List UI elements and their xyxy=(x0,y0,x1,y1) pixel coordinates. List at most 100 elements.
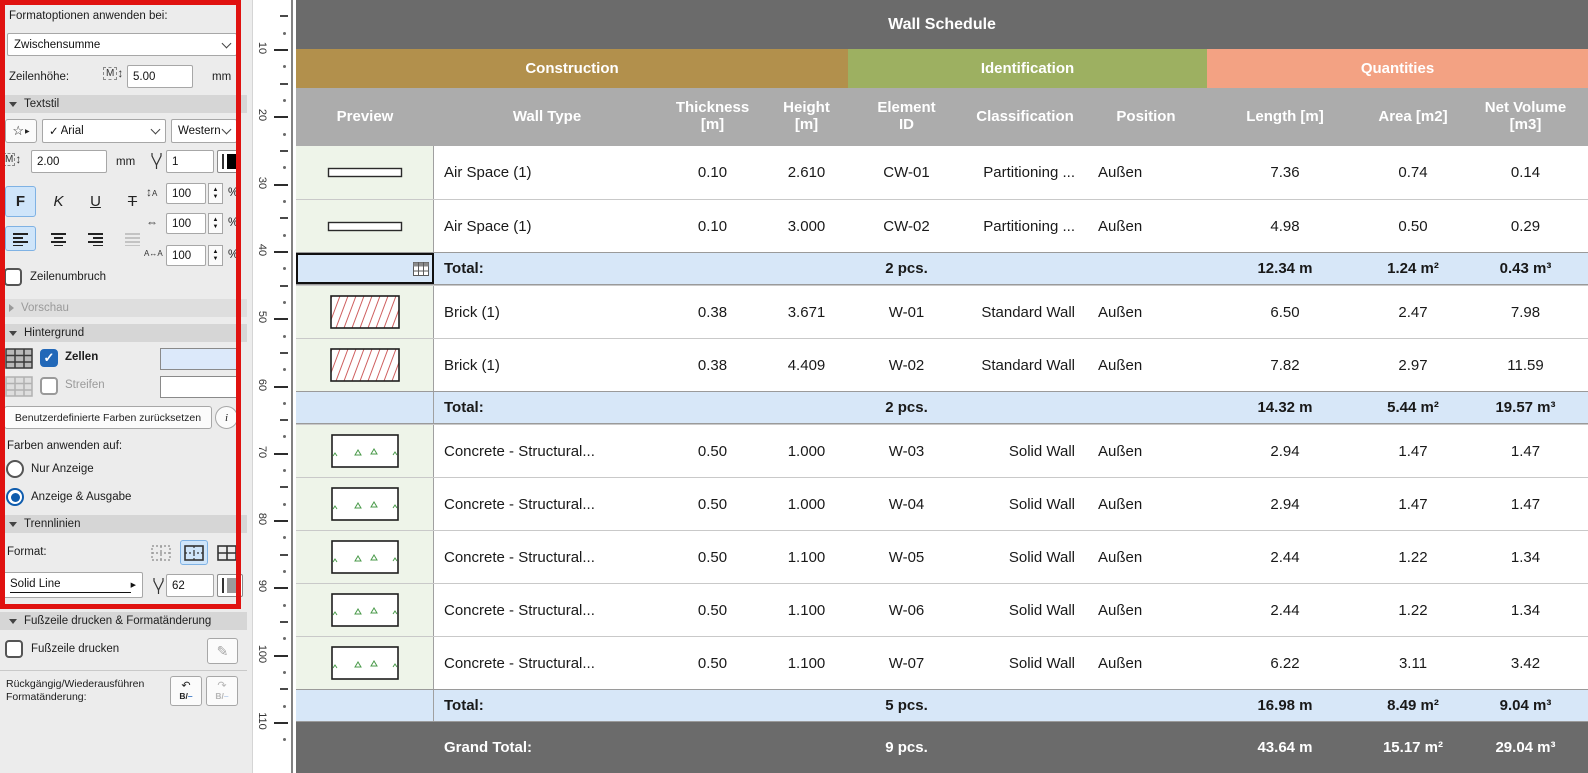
cell-preview[interactable] xyxy=(296,200,434,252)
cell-position[interactable]: Außen xyxy=(1098,601,1143,619)
cell-wall_type[interactable]: Brick (1) xyxy=(444,356,500,374)
column-header-classification[interactable]: Classification xyxy=(965,88,1085,146)
display-only-radio[interactable] xyxy=(6,460,24,478)
cell-volume[interactable]: 9.04 m³ xyxy=(1499,697,1552,714)
cell-volume[interactable]: 0.29 xyxy=(1510,217,1541,235)
cell-height[interactable]: 3.000 xyxy=(787,217,826,235)
align-justify-button[interactable] xyxy=(117,226,148,251)
info-icon[interactable]: i xyxy=(215,406,238,429)
cell-length[interactable]: 14.32 m xyxy=(1257,399,1313,416)
cell-length[interactable]: 2.94 xyxy=(1270,495,1300,513)
cell-wall_type[interactable]: Total: xyxy=(444,697,484,714)
cell-position[interactable]: Außen xyxy=(1098,164,1143,181)
cell-thickness[interactable]: 0.50 xyxy=(697,548,728,566)
cell-wall_type[interactable]: Total: xyxy=(444,260,484,277)
line-spacing-stepper[interactable]: ▲ ▼ xyxy=(208,183,223,204)
text-pen-color-swatch[interactable] xyxy=(217,150,240,173)
cell-height[interactable] xyxy=(765,253,848,284)
cell-preview[interactable] xyxy=(296,339,434,391)
cell-menu-icon[interactable] xyxy=(413,261,429,276)
cell-position[interactable]: Außen xyxy=(1098,495,1143,513)
edit-footer-button[interactable]: ✎ xyxy=(207,638,238,664)
cell-length[interactable]: 43.64 m xyxy=(1257,739,1313,756)
strikethrough-button[interactable]: T xyxy=(117,186,148,217)
cell-thickness[interactable]: 0.10 xyxy=(697,164,728,181)
cell-element_id[interactable]: 9 pcs. xyxy=(885,739,928,756)
column-header-wall-type[interactable]: Wall Type xyxy=(434,88,660,146)
cell-volume[interactable]: 7.98 xyxy=(1510,303,1541,321)
word-wrap-checkbox[interactable] xyxy=(4,268,22,286)
cell-thickness[interactable]: 0.38 xyxy=(697,356,728,374)
cell-position[interactable] xyxy=(1085,392,1207,423)
cell-classification[interactable]: Solid Wall xyxy=(1008,654,1075,672)
selected-cell[interactable] xyxy=(296,253,434,284)
cell-preview[interactable] xyxy=(296,146,434,199)
cell-thickness[interactable]: 0.10 xyxy=(697,217,728,235)
cell-element_id[interactable]: W-04 xyxy=(888,495,925,513)
cell-position[interactable]: Außen xyxy=(1098,217,1143,235)
group-construction[interactable]: Construction xyxy=(296,49,848,88)
cell-element_id[interactable]: W-02 xyxy=(888,356,925,374)
cell-thickness[interactable] xyxy=(660,722,765,773)
cell-volume[interactable]: 3.42 xyxy=(1510,654,1541,672)
cell-length[interactable]: 2.94 xyxy=(1270,442,1300,460)
cell-height[interactable] xyxy=(765,392,848,423)
cell-element_id[interactable]: 2 pcs. xyxy=(885,260,928,277)
cell-preview[interactable] xyxy=(296,531,434,583)
cell-height[interactable] xyxy=(765,722,848,773)
cell-thickness[interactable]: 0.50 xyxy=(697,601,728,619)
column-header-length[interactable]: Length [m] xyxy=(1207,88,1363,146)
cell-wall_type[interactable]: Concrete - Structural... xyxy=(444,495,595,513)
cell-thickness[interactable] xyxy=(660,392,765,423)
cell-element_id[interactable]: W-07 xyxy=(888,654,925,672)
cell-classification[interactable] xyxy=(965,392,1085,423)
apply-format-select[interactable]: Zwischensumme xyxy=(7,33,237,56)
schedule-title-bar[interactable]: Wall Schedule xyxy=(296,0,1588,49)
section-background[interactable]: Hintergrund xyxy=(0,324,247,342)
cell-preview[interactable] xyxy=(296,478,434,530)
column-header-height[interactable]: Height [m] xyxy=(765,88,848,146)
cell-thickness[interactable]: 0.38 xyxy=(697,303,728,321)
cell-position[interactable] xyxy=(1085,690,1207,721)
cell-length[interactable]: 7.82 xyxy=(1270,356,1300,374)
align-left-button[interactable] xyxy=(5,226,36,251)
cell-area[interactable]: 2.47 xyxy=(1398,303,1428,321)
column-header-net-volume[interactable]: Net Volume [m3] xyxy=(1463,88,1588,146)
cell-area[interactable]: 1.47 xyxy=(1398,442,1428,460)
line-spacing-input[interactable] xyxy=(166,183,206,204)
width-factor-stepper[interactable]: ▲ ▼ xyxy=(208,213,223,234)
cell-element_id[interactable]: 2 pcs. xyxy=(885,399,928,416)
cell-thickness[interactable] xyxy=(660,253,765,284)
section-footer[interactable]: Fußzeile drucken & Formatänderung xyxy=(0,612,247,630)
cell-volume[interactable]: 1.34 xyxy=(1510,601,1541,619)
cell-element_id[interactable]: CW-01 xyxy=(883,164,930,181)
favorites-button[interactable]: ☆ ▶ xyxy=(5,119,37,143)
width-factor-input[interactable] xyxy=(166,213,206,234)
column-header-thickness[interactable]: Thickness [m] xyxy=(660,88,765,146)
cell-height[interactable] xyxy=(765,690,848,721)
section-preview[interactable]: Vorschau xyxy=(0,299,247,317)
cell-length[interactable]: 6.22 xyxy=(1270,654,1300,672)
cell-wall_type[interactable]: Grand Total: xyxy=(444,739,533,756)
section-text-style[interactable]: Textstil xyxy=(0,95,247,113)
cell-position[interactable] xyxy=(1085,253,1207,284)
reset-custom-colors-button[interactable]: Benutzerdefinierte Farben zurücksetzen xyxy=(4,406,212,429)
print-footer-checkbox[interactable] xyxy=(5,640,23,658)
cell-height[interactable]: 1.000 xyxy=(787,442,826,460)
cell-length[interactable]: 4.98 xyxy=(1270,217,1300,235)
cell-length[interactable]: 7.36 xyxy=(1270,164,1300,181)
letter-spacing-stepper[interactable]: ▲ ▼ xyxy=(208,245,223,266)
cells-color-swatch[interactable] xyxy=(160,348,238,370)
cell-height[interactable]: 1.100 xyxy=(787,601,826,619)
cell-volume[interactable]: 0.14 xyxy=(1510,164,1541,181)
cell-area[interactable]: 8.49 m² xyxy=(1387,697,1439,714)
cell-classification[interactable]: Solid Wall xyxy=(1008,548,1075,566)
cell-preview[interactable] xyxy=(296,637,434,689)
cell-wall_type[interactable]: Concrete - Structural... xyxy=(444,601,595,619)
cell-classification[interactable]: Standard Wall xyxy=(981,356,1075,374)
cell-preview[interactable] xyxy=(296,584,434,636)
cell-classification[interactable] xyxy=(965,253,1085,284)
separator-all-button[interactable] xyxy=(213,540,241,565)
cell-wall_type[interactable]: Brick (1) xyxy=(444,303,500,321)
cell-volume[interactable]: 1.34 xyxy=(1510,548,1541,566)
